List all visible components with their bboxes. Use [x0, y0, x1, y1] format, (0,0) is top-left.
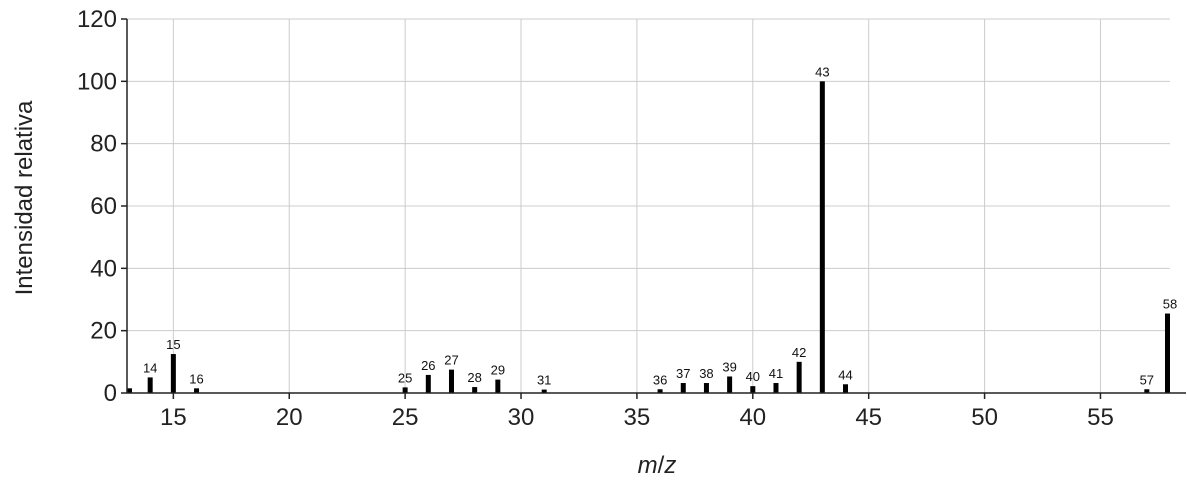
x-tick-label: 30 [508, 404, 535, 431]
x-tick-label: 50 [971, 404, 998, 431]
y-tick-label: 60 [90, 193, 117, 220]
peak-label: 38 [699, 366, 713, 381]
spectrum-bar [1165, 313, 1170, 393]
spectrum-bar [147, 377, 153, 393]
tick-labels: 0 20 40 60 80 100 120 15 20 25 30 35 40 45 50 55 [77, 6, 1114, 431]
spectrum-bar [1144, 389, 1150, 393]
spectrum-bar [796, 361, 802, 393]
peak-label: 27 [444, 353, 458, 368]
spectrum-bar [402, 387, 408, 393]
spectrum-bar [495, 379, 501, 393]
spectrum-bar [425, 374, 431, 393]
spectrum-bar [448, 369, 454, 393]
peak-label: 41 [769, 366, 783, 381]
spectrum-bar [703, 383, 709, 393]
spectrum-bar [819, 81, 825, 393]
spectrum-bar [727, 376, 733, 393]
peak-label: 44 [838, 367, 852, 382]
peak-label: 40 [746, 369, 760, 384]
y-axis-title: Intensidad relativa [11, 100, 38, 295]
x-tick-label: 40 [739, 404, 766, 431]
spectrum-bars [127, 81, 1170, 393]
peak-label: 36 [653, 372, 667, 387]
peak-label: 26 [421, 358, 435, 373]
y-tick-label: 100 [77, 68, 117, 95]
x-tick-label: 35 [624, 404, 651, 431]
peak-label: 28 [467, 370, 481, 385]
peak-label: 37 [676, 366, 690, 381]
peak-label: 43 [815, 64, 829, 79]
peak-label: 39 [722, 359, 736, 374]
peak-labels: 14 15 16 25 26 27 28 29 31 36 37 38 39 40 41 42 43 44 57 58 [143, 64, 1177, 387]
spectrum-bar [657, 389, 663, 393]
peak-label: 15 [166, 337, 180, 352]
x-tick-label: 15 [160, 404, 187, 431]
peak-label: 16 [189, 371, 203, 386]
spectrum-bar [127, 388, 132, 393]
x-tick-label: 45 [855, 404, 882, 431]
peak-label: 58 [1163, 297, 1177, 312]
y-tick-label: 80 [90, 131, 117, 158]
peak-label: 29 [491, 363, 505, 378]
grid-lines [127, 18, 1170, 393]
peak-label: 57 [1140, 372, 1154, 387]
peak-label: 25 [398, 370, 412, 385]
spectrum-bar [541, 389, 547, 393]
spectrum-bar [750, 386, 756, 393]
spectrum-bar [680, 383, 686, 393]
spectrum-bar [170, 354, 176, 393]
peak-label: 31 [537, 373, 551, 388]
y-tick-label: 0 [104, 380, 117, 407]
x-axis-title: m/z [638, 452, 677, 479]
y-tick-label: 20 [90, 318, 117, 345]
x-tick-label: 20 [276, 404, 303, 431]
y-tick-label: 40 [90, 255, 117, 282]
x-tick-label: 25 [392, 404, 419, 431]
spectrum-bar [194, 388, 200, 393]
peak-label: 42 [792, 345, 806, 360]
spectrum-bar [773, 383, 779, 393]
spectrum-bar [843, 384, 849, 393]
y-tick-label: 120 [77, 6, 117, 33]
x-tick-label: 55 [1087, 404, 1114, 431]
peak-label: 14 [143, 360, 157, 375]
spectrum-bar [472, 387, 478, 393]
